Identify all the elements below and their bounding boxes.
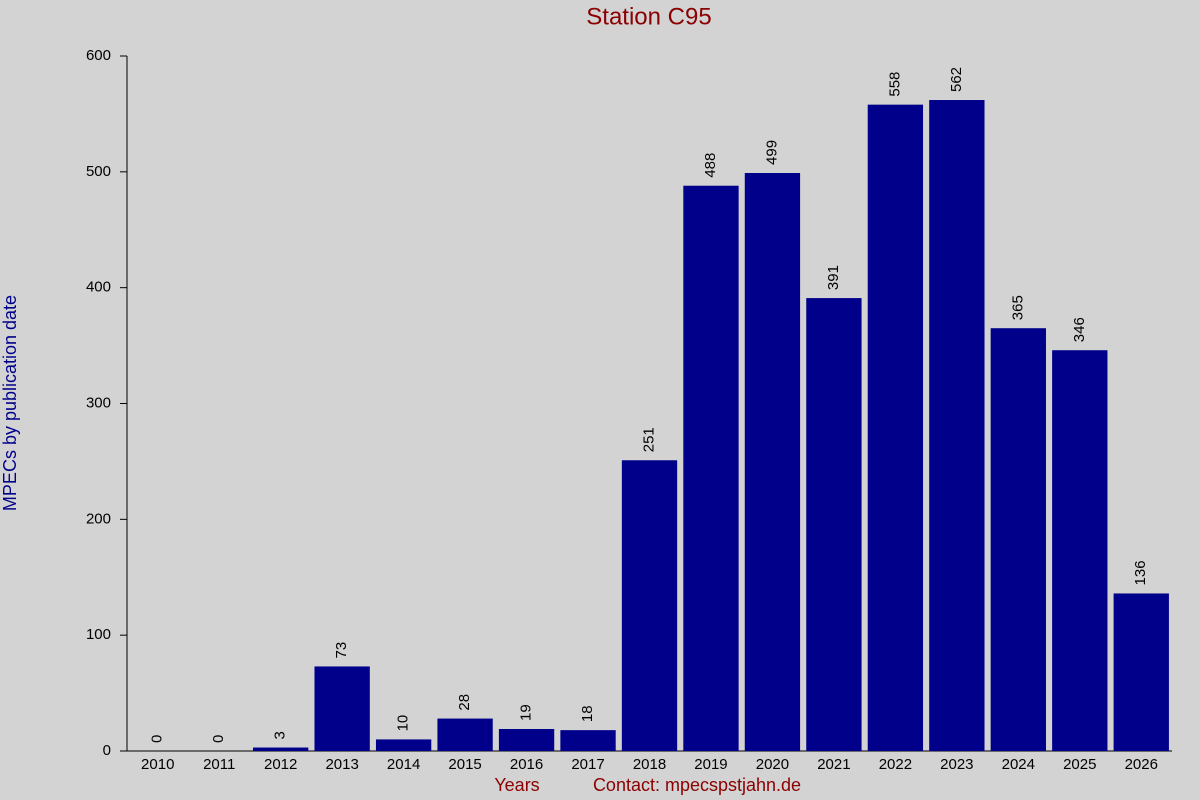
- bar: [621, 460, 678, 751]
- x-tick-label: 2018: [633, 756, 666, 773]
- value-label: 18: [579, 705, 596, 722]
- bar: [437, 718, 493, 751]
- value-label: 365: [1009, 295, 1026, 320]
- value-label: 73: [333, 642, 350, 659]
- value-label: 0: [149, 735, 166, 743]
- value-label: 346: [1071, 317, 1088, 342]
- x-tick-label: 2014: [387, 756, 420, 773]
- value-label: 19: [518, 704, 535, 721]
- x-tick-label: 2022: [879, 756, 912, 773]
- y-tick-label: 0: [103, 742, 111, 759]
- y-tick-label: 500: [86, 163, 111, 180]
- bar: [867, 104, 924, 751]
- x-tick-label: 2023: [940, 756, 973, 773]
- x-tick-label: 2021: [817, 756, 850, 773]
- y-axis-label: MPECs by publication date: [0, 295, 20, 511]
- footer: Contact: mpecspstjahn.de: [593, 775, 801, 795]
- bar: [683, 185, 739, 751]
- bar: [560, 730, 616, 751]
- x-tick-label: 2016: [510, 756, 543, 773]
- value-label: 499: [763, 140, 780, 165]
- bar: [1113, 593, 1169, 751]
- bar: [314, 666, 370, 751]
- x-tick-label: 2024: [1002, 756, 1035, 773]
- x-tick-label: 2010: [141, 756, 174, 773]
- bar: [806, 298, 862, 751]
- y-tick-label: 200: [86, 510, 111, 527]
- y-tick-label: 300: [86, 394, 111, 411]
- value-label: 0: [210, 735, 227, 743]
- value-label: 558: [886, 72, 903, 97]
- chart-title: Station C95: [586, 3, 711, 30]
- x-tick-label: 2026: [1125, 756, 1158, 773]
- x-tick-label: 2020: [756, 756, 789, 773]
- bar: [498, 728, 555, 751]
- x-tick-label: 2012: [264, 756, 297, 773]
- x-tick-label: 2019: [694, 756, 727, 773]
- bar: [253, 747, 309, 751]
- bar: [375, 739, 432, 751]
- value-label: 3: [272, 731, 289, 739]
- x-tick-label: 2025: [1063, 756, 1096, 773]
- value-label: 391: [825, 265, 842, 290]
- value-label: 562: [948, 67, 965, 92]
- bar: [1052, 350, 1108, 751]
- bar: [990, 328, 1046, 751]
- x-tick-label: 2011: [203, 756, 235, 773]
- y-tick-label: 600: [86, 47, 111, 64]
- bar: [929, 100, 985, 752]
- value-label: 251: [640, 427, 657, 452]
- x-axis-label: Years: [494, 775, 539, 795]
- bar: [744, 172, 801, 751]
- x-tick-label: 2017: [571, 756, 604, 773]
- value-label: 28: [456, 694, 473, 711]
- y-tick-label: 400: [86, 279, 111, 296]
- x-tick-label: 2015: [448, 756, 481, 773]
- x-tick-label: 2013: [325, 756, 358, 773]
- value-label: 488: [702, 153, 719, 178]
- value-label: 136: [1132, 560, 1149, 585]
- value-label: 10: [395, 715, 412, 732]
- y-tick-label: 100: [86, 626, 111, 643]
